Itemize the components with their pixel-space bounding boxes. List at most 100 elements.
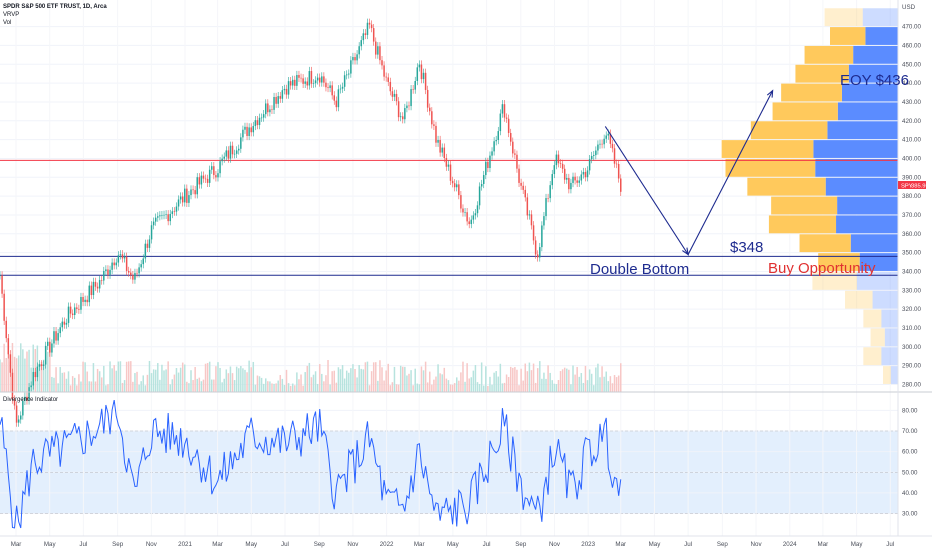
candle-body (238, 148, 240, 151)
volume-profile-up (859, 253, 898, 271)
volume-bar (184, 364, 186, 392)
candle-body (474, 213, 477, 216)
volume-bar (26, 351, 28, 392)
volume-bar (366, 361, 369, 392)
volume-bar (229, 366, 232, 392)
candle-body (391, 91, 394, 97)
volume-bar (385, 370, 387, 392)
candle-body (240, 137, 242, 149)
volume-bar (431, 384, 433, 392)
volume-profile-down (863, 309, 882, 328)
volume-bar (165, 369, 167, 392)
candle-body (358, 46, 360, 55)
candle-body (20, 415, 22, 420)
volume-profile-down (795, 64, 849, 83)
volume-bar (254, 384, 257, 392)
candle-body (298, 74, 300, 78)
candle-body (26, 396, 28, 401)
candle-body (480, 184, 483, 187)
volume-bar (281, 378, 284, 392)
volume-bar (534, 382, 537, 392)
candle-body (57, 333, 59, 341)
volume-profile-down (750, 121, 828, 140)
volume-bar (453, 383, 456, 392)
candle-body (590, 155, 593, 160)
time-tick-label: Jul (684, 541, 692, 548)
oscillator-title[interactable]: Divergence Indicator (3, 397, 59, 403)
volume-bar (219, 367, 221, 392)
candle-body (487, 161, 489, 169)
volume-bar (476, 382, 479, 392)
rsi-tick-label: 70.00 (902, 428, 918, 435)
volume-bar (11, 342, 14, 392)
volume-bar (300, 374, 302, 392)
volume-bar (291, 383, 294, 392)
candle-body (385, 76, 387, 78)
volume-profile-down (870, 328, 885, 347)
symbol-line: SPDR S&P 500 ETF TRUST, 1D, Arca (3, 4, 107, 10)
candle-body (570, 182, 572, 190)
volume-bar (611, 383, 614, 392)
candle-body (574, 176, 576, 181)
candle-body (536, 254, 539, 258)
volume-bar (215, 366, 217, 392)
price-tick-label: 300.00 (902, 344, 921, 351)
volume-bar (605, 371, 607, 392)
candle-body (36, 366, 39, 378)
candle-body (441, 147, 443, 153)
volume-bar (127, 361, 130, 392)
volume-bar (40, 361, 43, 392)
rsi-tick-label: 50.00 (902, 469, 918, 476)
volume-bar (157, 363, 159, 392)
volume-bar (458, 380, 460, 392)
volume-bar (260, 377, 263, 392)
candle-body (49, 341, 51, 353)
volume-bar (576, 366, 578, 392)
volume-bar (597, 363, 599, 392)
volume-bar (231, 373, 234, 392)
volume-bar (455, 377, 458, 392)
candle-body (200, 175, 203, 185)
candle-body (59, 327, 61, 334)
candle-body (447, 164, 450, 167)
candle-body (497, 131, 500, 141)
volume-bar (250, 367, 252, 392)
time-tick-label: May (649, 541, 662, 548)
volume-bar (13, 356, 16, 392)
candle-body (194, 190, 196, 195)
rsi-tick-label: 80.00 (902, 407, 918, 414)
candle-body (435, 125, 437, 143)
volume-bar (273, 383, 275, 392)
indicator-vol[interactable]: Vol (3, 20, 12, 26)
volume-bar (59, 367, 61, 392)
indicator-vrvp[interactable]: VRVP (3, 12, 20, 18)
volume-bar (358, 364, 360, 392)
volume-profile-down (772, 102, 838, 121)
volume-bar (451, 384, 454, 392)
candle-body (387, 77, 389, 82)
time-tick-label: May (245, 541, 258, 548)
volume-bar (331, 371, 333, 392)
volume-profile-down (812, 271, 857, 290)
volume-bar (387, 363, 389, 392)
candle-body (603, 138, 605, 145)
volume-bar (620, 363, 622, 392)
candle-body (78, 308, 80, 310)
volume-bar (109, 361, 111, 392)
candle-body (86, 299, 88, 303)
volume-bar (181, 362, 184, 392)
volume-bar (426, 382, 429, 392)
volume-bar (499, 363, 502, 392)
volume-bar (566, 368, 568, 392)
time-tick-label: Sep (717, 541, 729, 548)
candle-body (539, 247, 541, 258)
price-tick-label: 330.00 (902, 287, 921, 294)
candle-body (9, 354, 12, 373)
candle-body (267, 103, 269, 113)
volume-bar (308, 362, 311, 392)
volume-bar (107, 384, 109, 392)
candle-body (13, 399, 16, 406)
volume-bar (61, 372, 64, 392)
candle-body (420, 64, 423, 80)
volume-bar (516, 369, 518, 392)
